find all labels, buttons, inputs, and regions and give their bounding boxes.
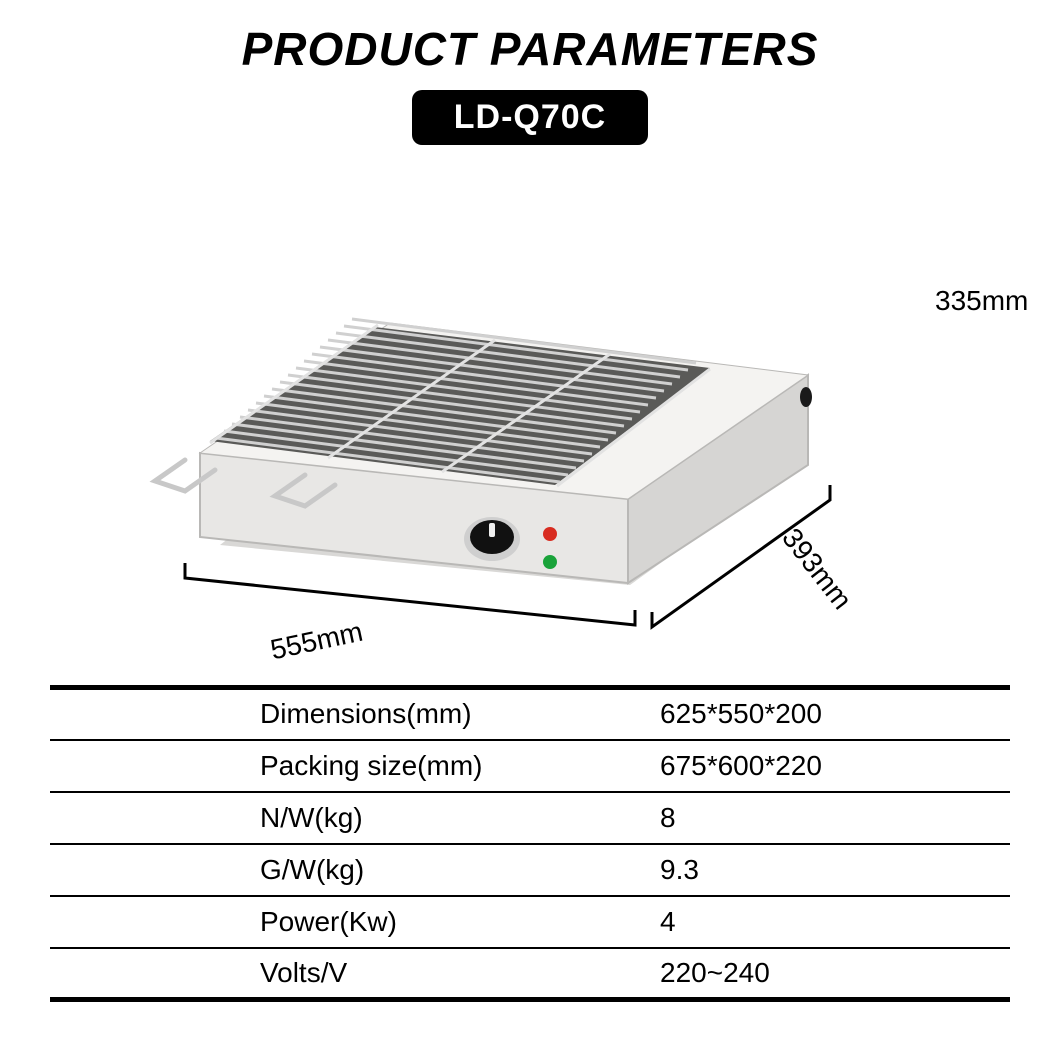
table-row: Power(Kw) 4: [50, 896, 1010, 948]
header: PRODUCT PARAMETERS LD-Q70C: [0, 0, 1060, 145]
page-title: PRODUCT PARAMETERS: [0, 22, 1060, 76]
spec-value: 675*600*220: [660, 740, 1010, 792]
spec-value: 220~240: [660, 948, 1010, 1000]
table-row: Dimensions(mm) 625*550*200: [50, 688, 1010, 740]
spec-value: 8: [660, 792, 1010, 844]
power-led-green-icon: [543, 555, 557, 569]
spec-label: Power(Kw): [260, 896, 660, 948]
spec-label: Dimensions(mm): [260, 688, 660, 740]
product-illustration: 555mm 393mm 335mm: [0, 155, 1060, 675]
spec-value: 4: [660, 896, 1010, 948]
spec-label: Packing size(mm): [260, 740, 660, 792]
table-row: G/W(kg) 9.3: [50, 844, 1010, 896]
control-knob-icon: [464, 517, 520, 561]
model-badge: LD-Q70C: [412, 90, 648, 145]
spec-value: 625*550*200: [660, 688, 1010, 740]
spec-value: 9.3: [660, 844, 1010, 896]
product-svg: [90, 165, 850, 665]
spec-label: Volts/V: [260, 948, 660, 1000]
table-row: Volts/V 220~240: [50, 948, 1010, 1000]
table-row: N/W(kg) 8: [50, 792, 1010, 844]
table-row: Packing size(mm) 675*600*220: [50, 740, 1010, 792]
spec-table: Dimensions(mm) 625*550*200 Packing size(…: [50, 685, 1010, 1002]
spec-label: G/W(kg): [260, 844, 660, 896]
power-led-red-icon: [543, 527, 557, 541]
dimension-height-label: 335mm: [935, 285, 1028, 317]
spec-label: N/W(kg): [260, 792, 660, 844]
